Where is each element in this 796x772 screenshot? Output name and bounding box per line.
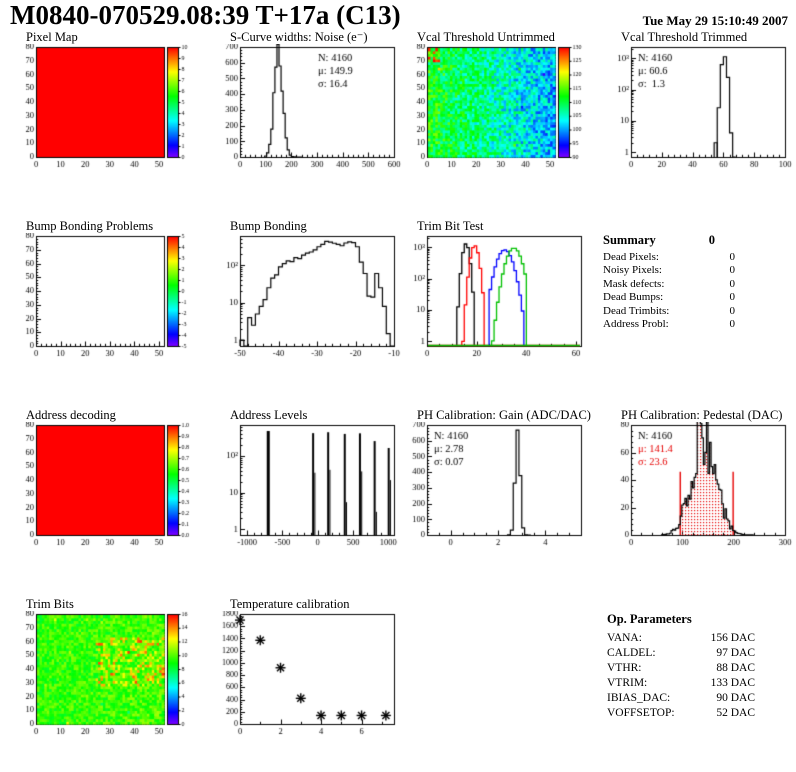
plot-title: Temperature calibration	[230, 597, 350, 611]
summary-row-label: Address Probl:	[603, 318, 669, 331]
address-decoding-canvas	[8, 422, 198, 550]
plot-title: Trim Bits	[26, 597, 74, 611]
summary-row-label: Noisy Pixels:	[603, 264, 662, 277]
plot-scurve-noise: S-Curve widths: Noise (e⁻)	[212, 30, 404, 172]
address-levels-canvas	[212, 422, 402, 550]
summary-row-label: Dead Bumps:	[603, 291, 664, 304]
op-parameters-title: Op. Parameters	[607, 612, 692, 626]
vcal-untrimmed-canvas	[399, 44, 589, 172]
op-parameter-row: CALDEL: 97 DAC	[607, 646, 755, 661]
op-row-label: VTHR:	[607, 662, 642, 674]
ph-pedestal-canvas	[603, 422, 793, 550]
op-row-label: VANA:	[607, 632, 642, 644]
op-row-value: 97 DAC	[716, 647, 755, 659]
op-row-label: IBIAS_DAC:	[607, 692, 671, 704]
op-parameter-row: IBIAS_DAC: 90 DAC	[607, 691, 755, 706]
bump-bonding-canvas	[212, 233, 402, 361]
summary-row-value: 0	[729, 264, 736, 277]
summary-row-label: Dead Trimbits:	[603, 304, 670, 317]
summary-row: Mask defects: 0	[603, 278, 735, 291]
plot-title: PH Calibration: Pedestal (DAC)	[621, 408, 783, 422]
scurve-noise-canvas	[212, 44, 402, 172]
plot-temperature-calibration: Temperature calibration	[212, 597, 404, 739]
summary-row: Dead Trimbits: 0	[603, 305, 735, 318]
plot-title: Bump Bonding Problems	[26, 219, 154, 233]
plot-title: Vcal Threshold Untrimmed	[417, 30, 555, 44]
summary-row: Address Probl: 0	[603, 318, 735, 331]
summary-row-value: 0	[729, 318, 736, 331]
op-parameter-row: VOFFSETOP: 52 DAC	[607, 706, 755, 721]
summary-row-value: 0	[729, 291, 736, 304]
op-row-value: 156 DAC	[710, 632, 755, 644]
summary-row-value: 0	[729, 277, 736, 290]
plot-bump-bonding-problems: Bump Bonding Problems	[8, 219, 200, 361]
op-parameter-row: VANA: 156 DAC	[607, 631, 755, 646]
summary-row: Dead Bumps: 0	[603, 291, 735, 304]
plot-vcal-trimmed: Vcal Threshold Trimmed	[603, 30, 795, 172]
plot-title: Address Levels	[230, 408, 308, 422]
bump-problems-canvas	[8, 233, 198, 361]
op-parameter-row: VTHR: 88 DAC	[607, 661, 755, 676]
op-row-label: CALDEL:	[607, 647, 656, 659]
op-parameters-block: Op. Parameters VANA: 156 DAC CALDEL: 97 DA…	[607, 612, 755, 721]
op-row-value: 133 DAC	[710, 677, 755, 689]
summary-total: 0	[708, 233, 715, 247]
op-row-label: VTRIM:	[607, 677, 648, 689]
temperature-calibration-canvas	[212, 611, 402, 739]
summary-row-label: Dead Pixels:	[603, 251, 659, 263]
plot-title: Pixel Map	[26, 30, 78, 44]
summary-row: Dead Pixels: 0	[603, 251, 735, 264]
vcal-trimmed-canvas	[603, 44, 793, 172]
summary-row-label: Mask defects:	[603, 277, 665, 290]
plot-title: Address decoding	[26, 408, 116, 422]
plot-ph-gain: PH Calibration: Gain (ADC/DAC)	[399, 408, 591, 550]
plot-vcal-untrimmed: Vcal Threshold Untrimmed	[399, 30, 591, 172]
plot-trim-bit-test: Trim Bit Test	[399, 219, 591, 361]
summary-block: Summary 0 Dead Pixels: 0 Noisy Pixels: 0 M…	[603, 233, 735, 331]
op-row-value: 88 DAC	[716, 662, 755, 674]
timestamp: Tue May 29 15:10:49 2007	[642, 13, 788, 28]
plot-pixel-map: Pixel Map	[8, 30, 200, 172]
plot-title: Bump Bonding	[230, 219, 307, 233]
trim-bit-test-canvas	[399, 233, 589, 361]
plot-title: PH Calibration: Gain (ADC/DAC)	[417, 408, 591, 422]
plot-address-levels: Address Levels	[212, 408, 404, 550]
plot-title: Trim Bit Test	[417, 219, 484, 233]
op-row-label: VOFFSETOP:	[607, 707, 675, 719]
plot-address-decoding: Address decoding	[8, 408, 200, 550]
trim-bits-canvas	[8, 611, 198, 739]
plot-bump-bonding: Bump Bonding	[212, 219, 404, 361]
summary-row: Noisy Pixels: 0	[603, 264, 735, 277]
plot-title: S-Curve widths: Noise (e⁻)	[230, 30, 368, 44]
ph-gain-canvas	[399, 422, 589, 550]
page-title: M0840-070529.08:39 T+17a (C13)	[10, 0, 401, 30]
plot-trim-bits: Trim Bits	[8, 597, 200, 739]
op-row-value: 90 DAC	[716, 692, 755, 704]
op-row-value: 52 DAC	[716, 707, 755, 719]
op-parameter-row: VTRIM: 133 DAC	[607, 676, 755, 691]
summary-row-value: 0	[729, 304, 736, 317]
plot-ph-pedestal: PH Calibration: Pedestal (DAC)	[603, 408, 795, 550]
summary-title-row: Summary 0	[603, 233, 715, 248]
summary-row-value: 0	[729, 251, 736, 263]
summary-title: Summary	[603, 233, 656, 247]
plot-title: Vcal Threshold Trimmed	[621, 30, 748, 44]
pixel-map-canvas	[8, 44, 198, 172]
